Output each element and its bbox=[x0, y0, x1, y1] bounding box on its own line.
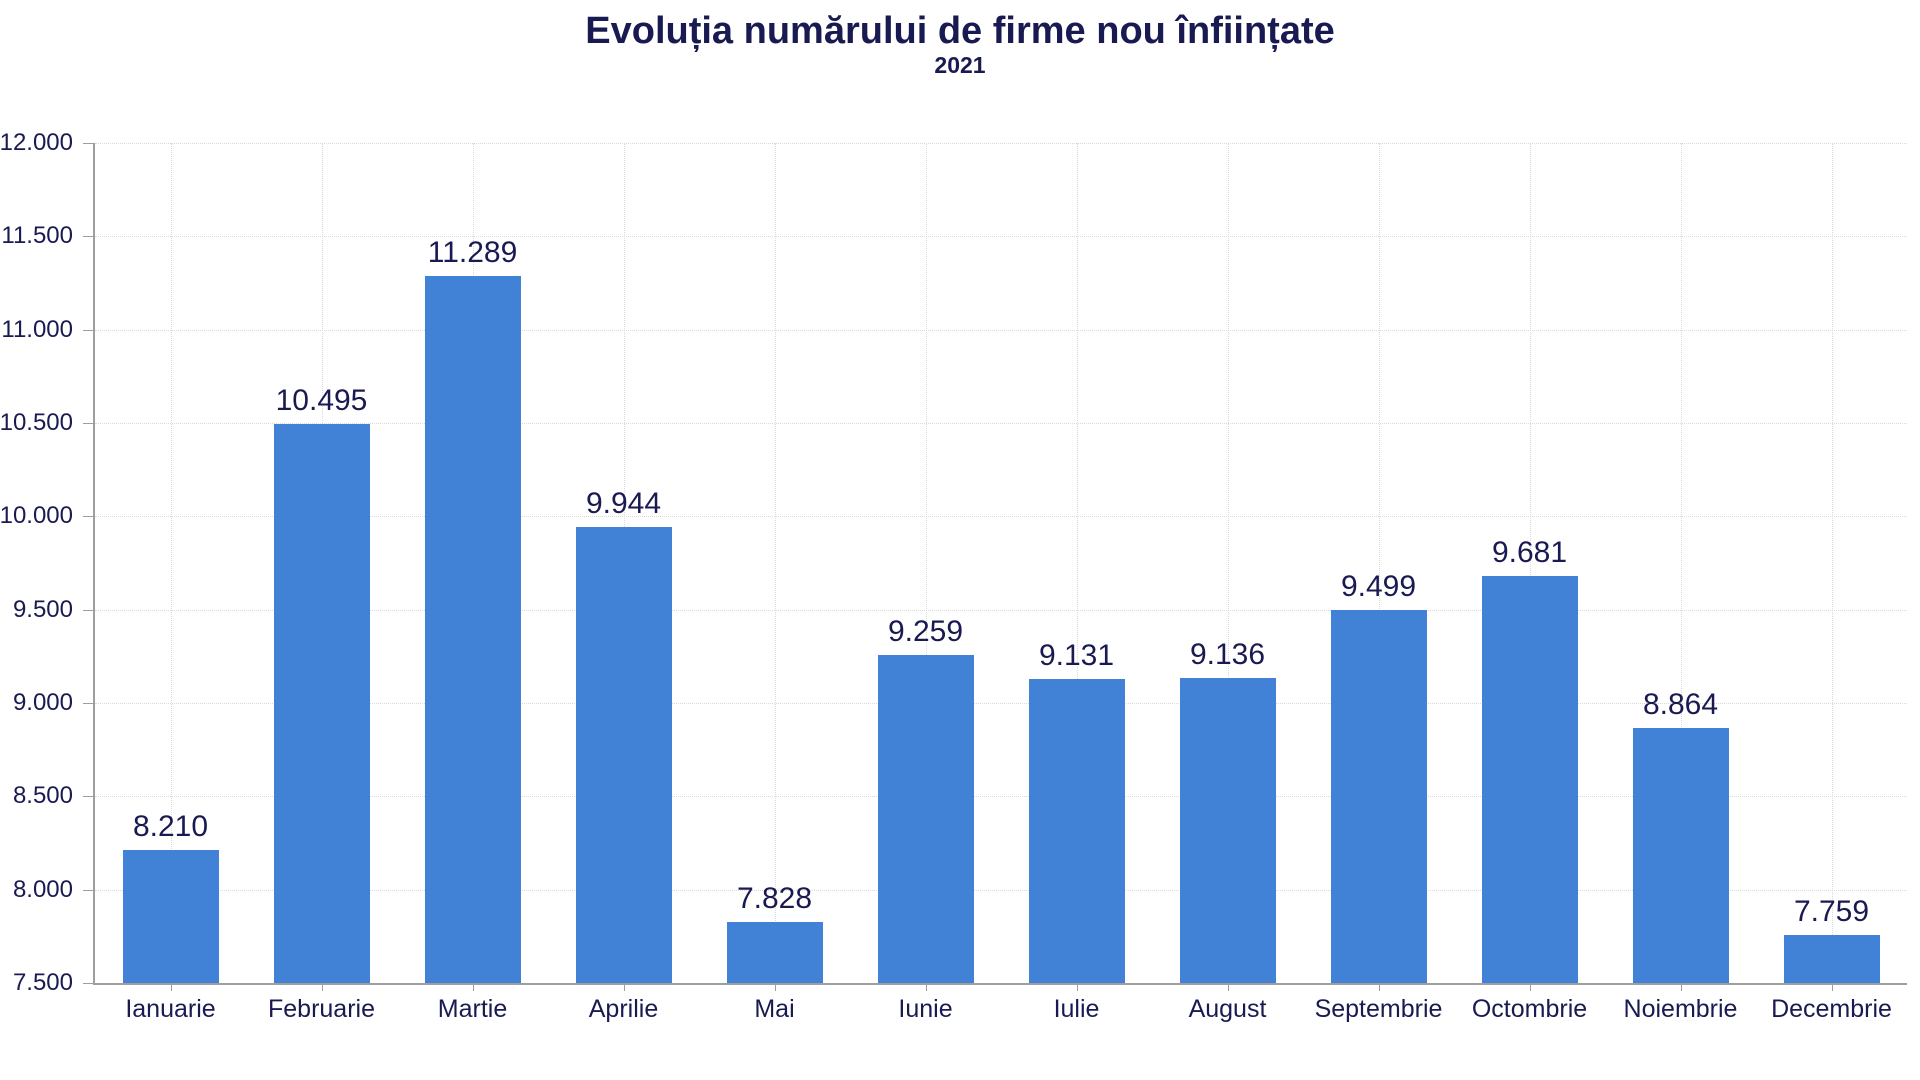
x-tick-label: Decembrie bbox=[1771, 995, 1892, 1023]
x-tick-label: Ianuarie bbox=[125, 995, 216, 1023]
bar-value-label: 9.944 bbox=[585, 486, 662, 520]
bar bbox=[1330, 609, 1427, 983]
bar-value-label: 11.289 bbox=[427, 235, 518, 269]
x-tick-mark bbox=[1378, 983, 1380, 991]
x-tick-mark bbox=[321, 983, 323, 991]
bar bbox=[575, 526, 672, 983]
y-tick-label: 9.000 bbox=[12, 689, 73, 716]
bar bbox=[424, 275, 521, 983]
gridline-vertical bbox=[774, 143, 776, 983]
x-tick-mark bbox=[1831, 983, 1833, 991]
gridline-vertical bbox=[1076, 143, 1078, 983]
x-tick-mark bbox=[1076, 983, 1078, 991]
y-tick-mark bbox=[83, 703, 93, 704]
gridline-vertical bbox=[170, 143, 172, 983]
y-tick-mark bbox=[83, 609, 93, 611]
x-tick-mark bbox=[472, 983, 474, 991]
y-tick-mark bbox=[83, 889, 93, 891]
y-tick-label: 9.500 bbox=[12, 595, 73, 623]
bar-value-label: 8.210 bbox=[132, 810, 209, 844]
gridline-vertical bbox=[1529, 143, 1531, 983]
y-tick-label: 7.500 bbox=[12, 969, 73, 996]
x-tick-mark bbox=[1529, 983, 1531, 991]
plot-area: 7.500 8.000 8.500 9.000 9.500 10.000 10.500 11.… bbox=[0, 129, 1907, 1023]
bar-value-label: 7.759 bbox=[1793, 894, 1870, 928]
bar-value-label: 9.131 bbox=[1038, 638, 1115, 672]
bar-value-label: 10.495 bbox=[275, 383, 368, 417]
y-tick-label: 11.000 bbox=[1, 315, 73, 343]
y-tick-mark bbox=[83, 329, 93, 331]
y-tick-label: 8.500 bbox=[12, 782, 73, 810]
gridline-vertical bbox=[1227, 143, 1229, 983]
bar bbox=[877, 654, 974, 983]
gridline-horizontal bbox=[95, 703, 1907, 704]
bar-value-label: 9.499 bbox=[1340, 569, 1417, 603]
y-tick-mark bbox=[83, 983, 93, 984]
x-tick-label: Octombrie bbox=[1471, 995, 1588, 1023]
x-tick-label: Noiembrie bbox=[1623, 995, 1738, 1023]
x-tick-label: Martie bbox=[437, 995, 508, 1023]
y-tick-mark bbox=[83, 516, 93, 518]
gridline-horizontal bbox=[95, 609, 1907, 611]
y-tick-mark bbox=[83, 143, 93, 144]
y-tick-label: 10.000 bbox=[0, 502, 73, 530]
chart-title: Evoluția numărului de firme nou înființa… bbox=[585, 10, 1335, 52]
bar bbox=[1783, 934, 1880, 983]
bar bbox=[122, 850, 219, 983]
chart-subtitle: 2021 bbox=[934, 52, 986, 78]
bar-value-label: 9.259 bbox=[887, 614, 964, 648]
gridline-horizontal bbox=[95, 423, 1907, 424]
x-tick-label: Iunie bbox=[898, 995, 953, 1023]
x-tick-label: Aprilie bbox=[588, 995, 659, 1023]
x-tick-label: Iulie bbox=[1053, 995, 1100, 1023]
bar bbox=[1632, 728, 1729, 983]
bar bbox=[1179, 677, 1276, 983]
x-tick-label: Februarie bbox=[268, 995, 375, 1023]
gridline-vertical bbox=[1378, 143, 1380, 983]
bar-value-label: 9.681 bbox=[1491, 535, 1568, 569]
y-tick-label: 10.500 bbox=[0, 409, 73, 436]
x-tick-mark bbox=[1227, 983, 1229, 991]
gridline-horizontal bbox=[95, 516, 1907, 518]
bar bbox=[1028, 678, 1125, 983]
y-tick-mark bbox=[83, 236, 93, 238]
x-tick-label: August bbox=[1188, 995, 1267, 1023]
bar bbox=[273, 423, 370, 983]
y-tick-mark bbox=[83, 796, 93, 798]
bar-value-label: 7.828 bbox=[736, 881, 813, 915]
gridline-horizontal bbox=[95, 889, 1907, 891]
x-tick-mark bbox=[623, 983, 625, 991]
gridline-horizontal bbox=[95, 329, 1907, 331]
gridline-vertical bbox=[1680, 143, 1682, 983]
bar-value-label: 9.136 bbox=[1189, 637, 1266, 671]
y-tick-label: 12.000 bbox=[0, 129, 73, 156]
y-tick-label: 11.500 bbox=[1, 222, 73, 250]
bar bbox=[726, 921, 823, 983]
y-tick-mark bbox=[83, 423, 93, 424]
x-tick-label: Mai bbox=[754, 995, 795, 1023]
x-tick-mark bbox=[774, 983, 776, 991]
gridline-vertical bbox=[1831, 143, 1833, 983]
y-tick-label: 8.000 bbox=[12, 875, 73, 903]
x-tick-mark bbox=[170, 983, 172, 991]
gridline-horizontal bbox=[95, 236, 1907, 238]
x-tick-mark bbox=[1680, 983, 1682, 991]
gridline-horizontal bbox=[95, 796, 1907, 798]
x-tick-mark bbox=[925, 983, 927, 991]
bar-value-label: 8.864 bbox=[1642, 688, 1719, 722]
gridline-horizontal bbox=[95, 143, 1907, 144]
gridline-vertical bbox=[925, 143, 927, 983]
x-tick-label: Septembrie bbox=[1314, 995, 1443, 1023]
bar bbox=[1481, 575, 1578, 983]
